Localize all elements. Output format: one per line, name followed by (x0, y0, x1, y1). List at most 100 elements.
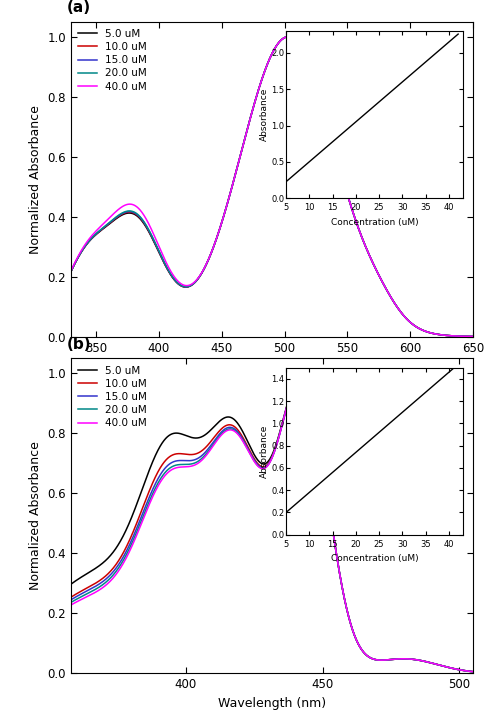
5.0 uM (89, 235, 95, 243)
40.0 uM (458, 666, 464, 675)
5.0 uM (459, 666, 465, 675)
10.0 uM (264, 62, 270, 71)
15.0 uM (458, 332, 464, 340)
5.0 uM (264, 458, 270, 467)
20.0 uM (89, 234, 95, 243)
Line: 15.0 uM: 15.0 uM (71, 37, 473, 337)
15.0 uM (89, 584, 95, 593)
15.0 uM (264, 462, 270, 471)
5.0 uM (470, 332, 476, 341)
20.0 uM (470, 332, 476, 341)
40.0 uM (458, 332, 464, 340)
5.0 uM (253, 94, 259, 103)
20.0 uM (264, 463, 270, 471)
Line: 5.0 uM: 5.0 uM (71, 37, 473, 337)
10.0 uM (470, 332, 476, 341)
20.0 uM (459, 332, 465, 340)
15.0 uM (89, 234, 95, 243)
20.0 uM (298, 369, 304, 378)
15.0 uM (458, 666, 464, 675)
Text: (b): (b) (67, 337, 92, 352)
10.0 uM (459, 666, 465, 675)
5.0 uM (385, 287, 391, 296)
X-axis label: Wavelength (nm): Wavelength (nm) (218, 360, 326, 373)
15.0 uM (385, 655, 391, 664)
5.0 uM (253, 453, 259, 462)
10.0 uM (68, 593, 74, 602)
20.0 uM (253, 94, 259, 103)
40.0 uM (68, 266, 74, 275)
5.0 uM (285, 33, 291, 41)
10.0 uM (253, 94, 259, 103)
Line: 10.0 uM: 10.0 uM (71, 374, 473, 672)
Legend: 5.0 uM, 10.0 uM, 15.0 uM, 20.0 uM, 40.0 uM: 5.0 uM, 10.0 uM, 15.0 uM, 20.0 uM, 40.0 … (76, 363, 149, 430)
20.0 uM (68, 598, 74, 607)
15.0 uM (385, 287, 391, 296)
40.0 uM (89, 590, 95, 599)
15.0 uM (253, 458, 259, 467)
10.0 uM (459, 332, 465, 340)
5.0 uM (458, 332, 464, 340)
40.0 uM (385, 287, 391, 296)
5.0 uM (298, 369, 304, 378)
Line: 40.0 uM: 40.0 uM (71, 37, 473, 337)
Y-axis label: Normalized Absorbance: Normalized Absorbance (29, 105, 42, 253)
20.0 uM (285, 33, 291, 41)
20.0 uM (68, 267, 74, 276)
40.0 uM (385, 655, 391, 664)
40.0 uM (89, 232, 95, 240)
20.0 uM (385, 287, 391, 296)
Line: 40.0 uM: 40.0 uM (71, 374, 473, 672)
Line: 5.0 uM: 5.0 uM (71, 374, 473, 672)
Y-axis label: Normalized Absorbance: Normalized Absorbance (29, 442, 42, 590)
5.0 uM (68, 267, 74, 276)
40.0 uM (264, 62, 270, 71)
10.0 uM (89, 234, 95, 243)
15.0 uM (459, 666, 465, 675)
20.0 uM (264, 62, 270, 71)
40.0 uM (285, 33, 291, 41)
10.0 uM (385, 655, 391, 664)
10.0 uM (264, 461, 270, 470)
15.0 uM (285, 33, 291, 41)
20.0 uM (385, 655, 391, 664)
10.0 uM (298, 369, 304, 378)
10.0 uM (470, 668, 476, 676)
15.0 uM (298, 369, 304, 378)
10.0 uM (253, 457, 259, 466)
40.0 uM (470, 332, 476, 341)
40.0 uM (68, 601, 74, 610)
40.0 uM (253, 94, 259, 103)
X-axis label: Wavelength (nm): Wavelength (nm) (218, 696, 326, 710)
10.0 uM (285, 33, 291, 41)
20.0 uM (458, 332, 464, 340)
Text: (a): (a) (67, 1, 91, 15)
5.0 uM (68, 580, 74, 589)
10.0 uM (89, 581, 95, 590)
15.0 uM (470, 668, 476, 676)
10.0 uM (458, 666, 464, 675)
5.0 uM (89, 566, 95, 575)
40.0 uM (298, 369, 304, 378)
Line: 10.0 uM: 10.0 uM (71, 37, 473, 337)
5.0 uM (470, 668, 476, 676)
40.0 uM (264, 463, 270, 471)
20.0 uM (458, 666, 464, 675)
10.0 uM (68, 267, 74, 276)
20.0 uM (459, 666, 465, 675)
20.0 uM (470, 668, 476, 676)
15.0 uM (253, 94, 259, 103)
15.0 uM (68, 595, 74, 604)
5.0 uM (264, 62, 270, 71)
15.0 uM (470, 332, 476, 341)
Line: 20.0 uM: 20.0 uM (71, 374, 473, 672)
Legend: 5.0 uM, 10.0 uM, 15.0 uM, 20.0 uM, 40.0 uM: 5.0 uM, 10.0 uM, 15.0 uM, 20.0 uM, 40.0 … (76, 27, 149, 93)
40.0 uM (470, 668, 476, 676)
15.0 uM (459, 332, 465, 340)
Line: 20.0 uM: 20.0 uM (71, 37, 473, 337)
Line: 15.0 uM: 15.0 uM (71, 374, 473, 672)
40.0 uM (459, 666, 465, 675)
5.0 uM (459, 332, 465, 340)
10.0 uM (458, 332, 464, 340)
10.0 uM (385, 287, 391, 296)
